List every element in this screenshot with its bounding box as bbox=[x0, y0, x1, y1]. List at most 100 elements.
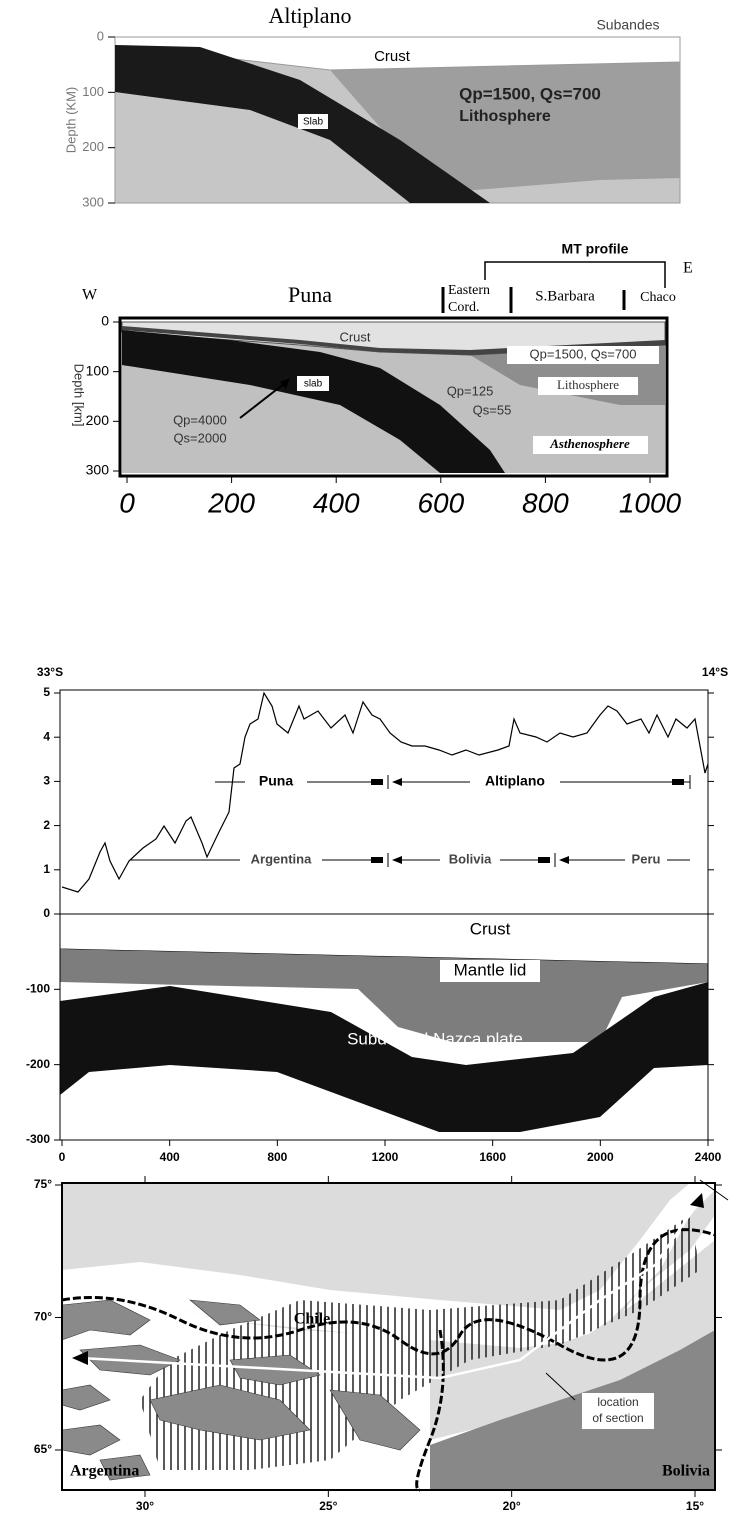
province-label: Altiplano bbox=[485, 773, 545, 789]
y-tick-label: 300 bbox=[82, 194, 104, 209]
map-frame bbox=[61, 1182, 716, 1491]
x-tick-label: 0 bbox=[59, 1150, 66, 1164]
border-line bbox=[415, 1329, 445, 1492]
slab-label: slab bbox=[304, 379, 323, 390]
y-tick-label: 1 bbox=[43, 862, 50, 876]
y-tick-label: -100 bbox=[26, 982, 50, 996]
y-tick-label: 300 bbox=[86, 462, 110, 478]
label-box bbox=[582, 1393, 654, 1429]
lon-tick-label: 25° bbox=[319, 1499, 337, 1513]
x-tick-label: 600 bbox=[417, 487, 464, 518]
y-tick-label: -200 bbox=[26, 1057, 50, 1071]
label-box bbox=[507, 346, 659, 364]
crust-label: Crust bbox=[470, 919, 511, 938]
section-line bbox=[79, 1199, 702, 1380]
lat-tick-label: 65° bbox=[34, 1442, 52, 1456]
label-box bbox=[245, 774, 307, 790]
end-label: 33°S bbox=[37, 665, 63, 679]
q-label: Qp=4000 bbox=[173, 412, 227, 427]
crust-label: Crust bbox=[374, 48, 411, 65]
asthenosphere-label: Asthenosphere bbox=[549, 436, 630, 451]
country-label: Argentina bbox=[70, 1463, 139, 1480]
profile-label: MT profile bbox=[562, 241, 629, 257]
province-bars bbox=[130, 775, 691, 867]
label-box bbox=[538, 377, 638, 395]
region-label: Eastern bbox=[448, 283, 490, 298]
region-label: Subandes bbox=[596, 17, 659, 33]
label-box bbox=[625, 852, 667, 868]
region-label: Chaco bbox=[640, 290, 676, 305]
x-tick-label: 800 bbox=[522, 487, 569, 518]
x-tick-label: 400 bbox=[313, 487, 360, 518]
panel-title: Altiplano bbox=[268, 3, 351, 28]
y-tick-label: 200 bbox=[82, 139, 104, 154]
country-label: Peru bbox=[632, 851, 661, 866]
arrow-head bbox=[690, 1193, 704, 1208]
region-label: Cord. bbox=[448, 300, 480, 315]
pointer bbox=[545, 1372, 576, 1401]
x-tick-label: 2000 bbox=[587, 1150, 614, 1164]
mantle-lid-area bbox=[60, 949, 708, 1042]
panel-frame bbox=[59, 689, 709, 1141]
label-box bbox=[298, 114, 328, 129]
country-label: Bolivia bbox=[662, 1463, 710, 1480]
label-box bbox=[533, 436, 648, 454]
lon-tick-label: 15° bbox=[686, 1499, 704, 1513]
q-label: Qs=55 bbox=[473, 402, 512, 417]
end-label: 14°S bbox=[702, 665, 728, 679]
label-box bbox=[470, 774, 560, 790]
y-tick-label: 2 bbox=[43, 818, 50, 832]
direction-west: W bbox=[82, 287, 98, 304]
direction-east: E bbox=[683, 260, 693, 277]
y-tick-label: 0 bbox=[43, 906, 50, 920]
panel-frame bbox=[118, 316, 669, 478]
label-box bbox=[440, 852, 500, 868]
y-tick-label: 5 bbox=[43, 685, 50, 699]
x-tick-label: 1000 bbox=[619, 487, 682, 518]
profile-bracket bbox=[484, 261, 666, 288]
slab-area bbox=[60, 982, 708, 1132]
q-label: Qs=2000 bbox=[173, 430, 226, 445]
slab-label: Subducted Nazca plate bbox=[347, 1029, 523, 1048]
mantle-lid-label: Mantle lid bbox=[454, 960, 527, 979]
lithosphere-label: Lithosphere bbox=[557, 377, 619, 392]
region-label: S.Barbara bbox=[535, 288, 595, 304]
y-tick-label: 100 bbox=[82, 84, 104, 99]
x-tick-label: 1600 bbox=[479, 1150, 506, 1164]
y-tick-label: 0 bbox=[101, 313, 109, 329]
y-tick-label: 100 bbox=[86, 362, 110, 378]
bar-ends bbox=[371, 778, 684, 864]
x-tick-label: 200 bbox=[207, 487, 255, 518]
country-label: Argentina bbox=[251, 851, 312, 866]
topography-line bbox=[61, 691, 709, 893]
x-tick-label: 800 bbox=[267, 1150, 287, 1164]
x-tick-label: 1200 bbox=[372, 1150, 399, 1164]
lon-tick-label: 30° bbox=[136, 1499, 154, 1513]
map-panel: location of section Chile Argentina Boli… bbox=[61, 1179, 729, 1492]
y-axis-label: Depth (KM) bbox=[63, 87, 78, 153]
x-tick-label: 2400 bbox=[695, 1150, 722, 1164]
slab-area bbox=[122, 330, 505, 473]
border-line bbox=[61, 1228, 716, 1362]
y-tick-label: 0 bbox=[97, 28, 104, 43]
y-tick-label: 4 bbox=[43, 729, 50, 743]
panel-title: Puna bbox=[288, 282, 332, 307]
arrow-head bbox=[72, 1351, 88, 1365]
profile-panel: Puna Altiplano Argentina Bolivia Peru Cr… bbox=[37, 665, 728, 1141]
y-axis-label: Depth [km] bbox=[72, 364, 87, 427]
label-box bbox=[240, 852, 322, 868]
section-label: of section bbox=[592, 1411, 643, 1425]
lithosphere-label: Lithosphere bbox=[459, 108, 551, 125]
bolivia-lowland bbox=[430, 1330, 715, 1490]
x-tick-label: 400 bbox=[160, 1150, 180, 1164]
y-tick-label: 3 bbox=[43, 774, 50, 788]
top-panel: Altiplano Subandes Crust Slab Qp=1500, Q… bbox=[63, 3, 681, 204]
slab-label: Slab bbox=[303, 117, 323, 128]
x-tick-label: 0 bbox=[119, 487, 135, 518]
arrow-head bbox=[280, 378, 290, 389]
middle-panel: Puna W E MT profile Eastern Cord. S.Barb… bbox=[72, 241, 693, 478]
y-tick-label: -300 bbox=[26, 1132, 50, 1146]
y-tick-label: 200 bbox=[86, 412, 110, 428]
section-label: location bbox=[597, 1395, 638, 1409]
